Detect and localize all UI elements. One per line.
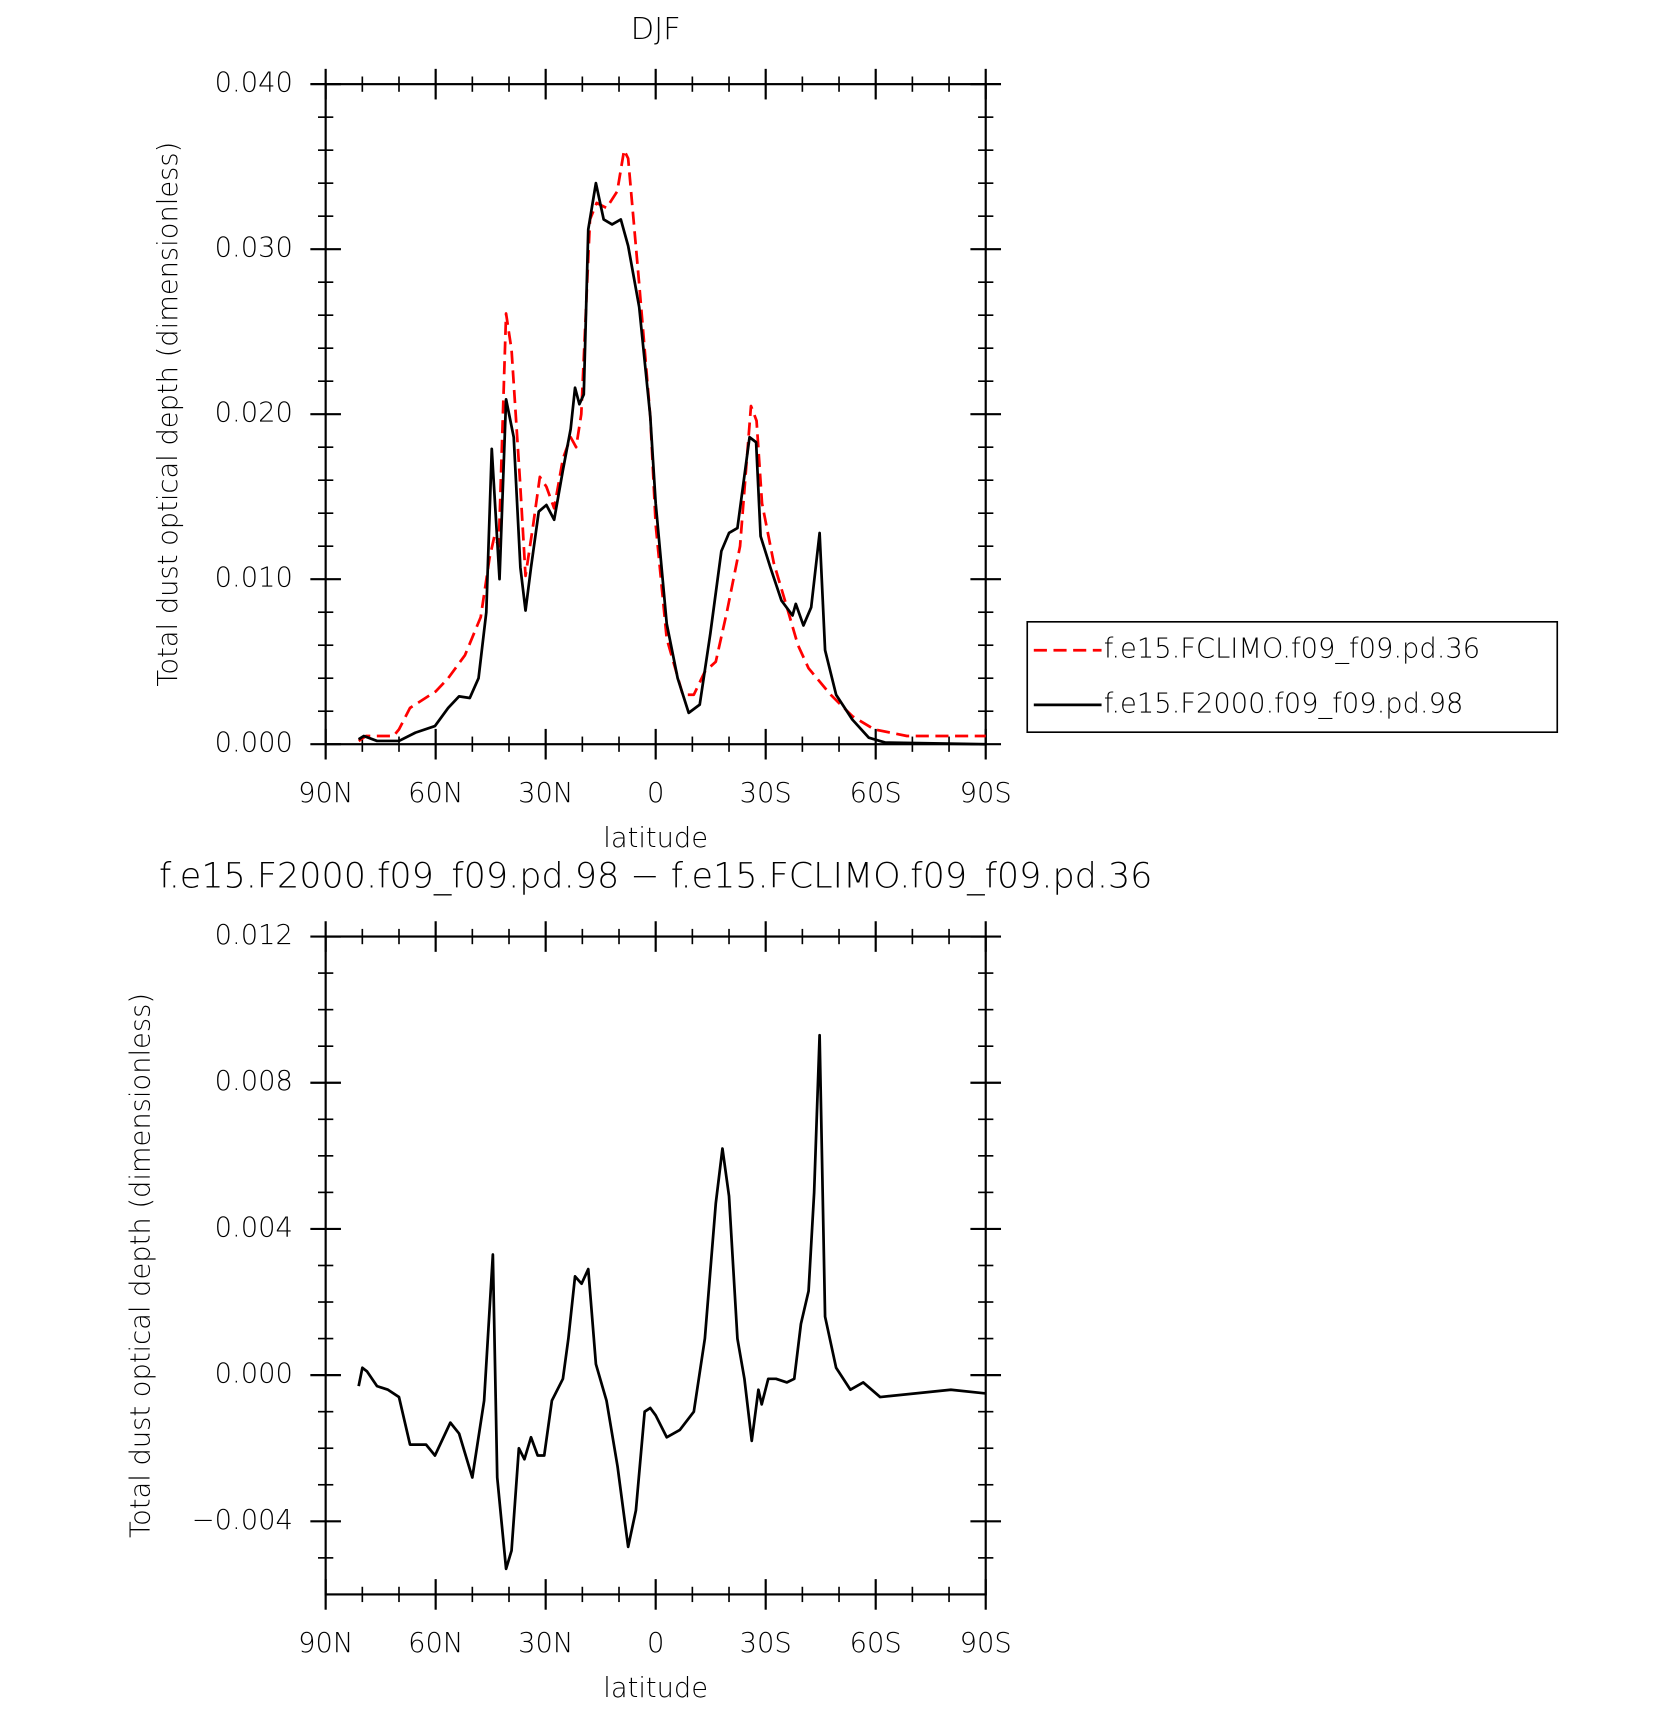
y-tick-label: 0.004 <box>215 1212 293 1243</box>
legend-label: f.e15.FCLIMO.f09_f09.pd.36 <box>1104 634 1480 665</box>
x-tick-label: 30N <box>518 1628 573 1659</box>
x-tick-label: 90S <box>960 778 1012 809</box>
chart-title: f.e15.F2000.f09_f09.pd.98 − f.e15.FCLIMO… <box>159 857 1152 897</box>
x-tick-label: 0 <box>647 778 664 809</box>
y-tick-label: 0.000 <box>215 1359 293 1390</box>
data-line <box>357 181 986 746</box>
y-tick-label: 0.030 <box>215 233 293 264</box>
x-tick-label: 90S <box>960 1628 1012 1659</box>
y-axis-label: Total dust optical depth (dimensionless) <box>126 993 157 1538</box>
x-axis-label: latitude <box>603 823 708 854</box>
x-axis-label: latitude <box>603 1673 708 1704</box>
x-tick-label: 30S <box>740 778 792 809</box>
plot-frame <box>324 935 987 1596</box>
x-tick-label: 90N <box>298 778 353 809</box>
x-tick-label: 30S <box>740 1628 792 1659</box>
y-tick-label: 0.008 <box>215 1066 293 1097</box>
x-tick-label: 60N <box>408 1628 463 1659</box>
y-tick-label: 0.020 <box>215 398 293 429</box>
y-axis-label: Total dust optical depth (dimensionless) <box>153 142 184 687</box>
legend-box <box>1026 620 1559 734</box>
chart-title: DJF <box>631 12 681 47</box>
x-tick-label: 60S <box>850 1628 902 1659</box>
x-tick-label: 30N <box>518 778 573 809</box>
y-tick-label: 0.040 <box>215 68 293 99</box>
y-tick-label: 0.000 <box>215 728 293 759</box>
x-tick-label: 90N <box>298 1628 353 1659</box>
x-tick-label: 0 <box>647 1628 664 1659</box>
y-tick-label: 0.010 <box>215 563 293 594</box>
data-line <box>357 1033 986 1571</box>
y-tick-label: 0.012 <box>215 920 293 951</box>
x-tick-label: 60S <box>850 778 902 809</box>
x-tick-label: 60N <box>408 778 463 809</box>
plot-frame <box>324 83 987 746</box>
y-tick-label: −0.004 <box>192 1505 293 1536</box>
legend-label: f.e15.F2000.f09_f09.pd.98 <box>1104 688 1464 719</box>
